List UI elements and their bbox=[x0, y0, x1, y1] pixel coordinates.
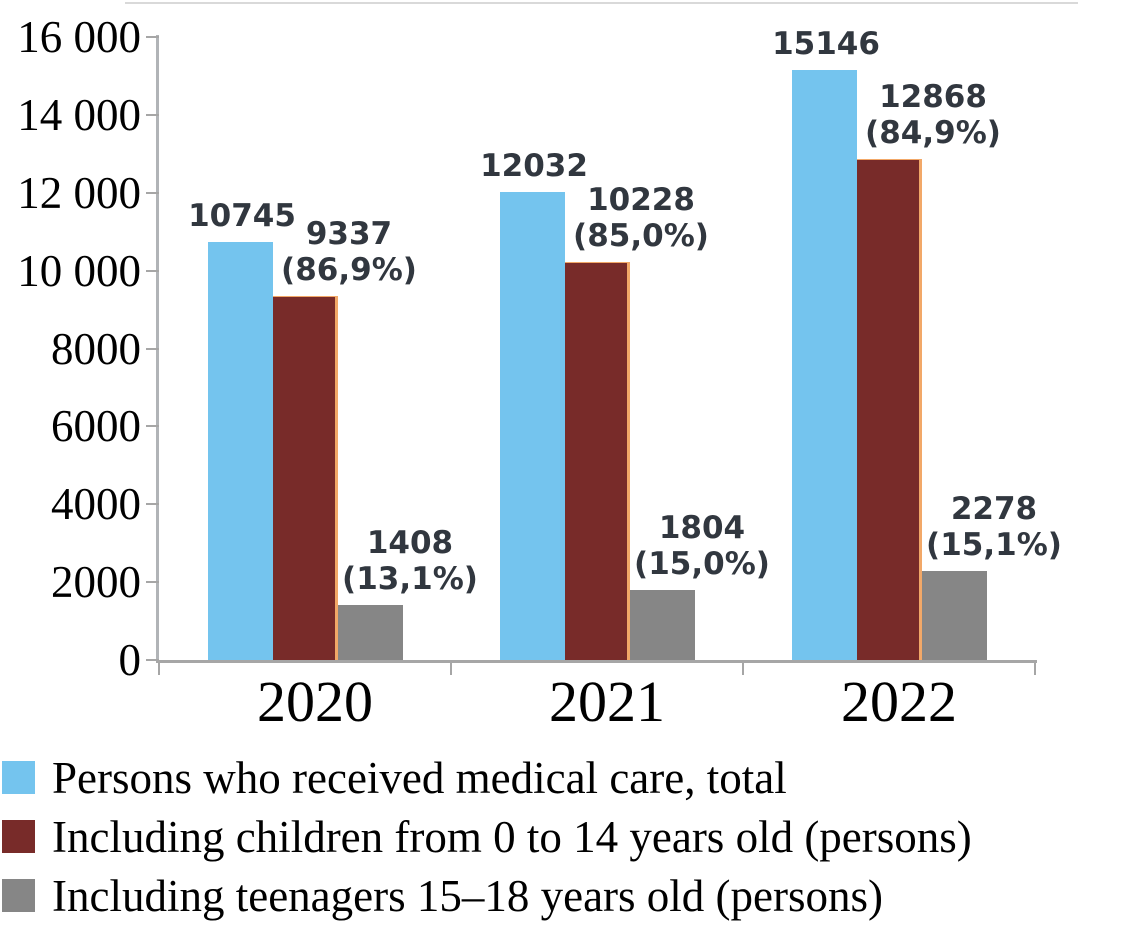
legend-label: Persons who received medical care, total bbox=[52, 752, 787, 803]
bar-series3-2022 bbox=[921, 571, 987, 660]
y-axis-label: 2000 bbox=[51, 557, 141, 608]
bar-series3-2020 bbox=[337, 605, 403, 660]
y-tick bbox=[146, 347, 159, 350]
legend-label: Including teenagers 15–18 years old (per… bbox=[52, 870, 884, 921]
bar-data-label: 12032 bbox=[480, 147, 588, 184]
bar-series3-2021 bbox=[629, 589, 695, 660]
x-axis-label: 2021 bbox=[549, 669, 665, 734]
legend-item-1: Persons who received medical care, total bbox=[2, 748, 972, 807]
legend-item-2: Including children from 0 to 14 years ol… bbox=[2, 807, 972, 866]
y-tick bbox=[146, 425, 159, 428]
legend-label: Including children from 0 to 14 years ol… bbox=[52, 811, 972, 862]
legend-swatch bbox=[2, 820, 35, 853]
y-tick bbox=[146, 36, 159, 38]
x-tick bbox=[450, 660, 452, 675]
bar-data-label: 15146 bbox=[772, 26, 880, 63]
bar-data-label: 12868 (84,9%) bbox=[865, 78, 1001, 151]
x-axis-line bbox=[156, 660, 1037, 663]
y-axis-label: 6000 bbox=[51, 401, 141, 452]
bar-series1-2022 bbox=[791, 70, 857, 660]
legend-swatch bbox=[2, 879, 35, 912]
legend-item-3: Including teenagers 15–18 years old (per… bbox=[2, 866, 972, 925]
x-axis-label: 2022 bbox=[841, 669, 957, 734]
bar-data-label: 10745 bbox=[188, 197, 296, 234]
bar-series1-2020 bbox=[207, 241, 273, 660]
x-tick bbox=[1034, 660, 1036, 675]
bar-data-label: 1804 (15,0%) bbox=[634, 509, 770, 582]
bar-series2-2021 bbox=[564, 261, 630, 660]
y-tick bbox=[146, 269, 159, 272]
plot-top-border bbox=[125, 2, 1078, 4]
legend: Persons who received medical care, total… bbox=[2, 748, 972, 925]
y-axis-label: 16 000 bbox=[17, 12, 141, 62]
y-axis-label: 8000 bbox=[51, 323, 141, 374]
bar-data-label: 2278 (15,1%) bbox=[926, 491, 1062, 564]
legend-swatch bbox=[2, 761, 35, 794]
x-axis-label: 2020 bbox=[257, 669, 373, 734]
bar-data-label: 1408 (13,1%) bbox=[342, 525, 478, 598]
y-axis-label: 4000 bbox=[51, 479, 141, 530]
y-axis-label: 14 000 bbox=[17, 89, 141, 140]
y-axis-label: 10 000 bbox=[17, 245, 141, 296]
y-tick bbox=[146, 659, 159, 661]
x-tick bbox=[158, 660, 160, 675]
y-tick bbox=[146, 191, 159, 194]
y-axis-label: 0 bbox=[118, 635, 142, 685]
bar-data-label: 9337 (86,9%) bbox=[281, 216, 417, 289]
bar-series1-2021 bbox=[499, 191, 565, 660]
y-tick bbox=[146, 503, 159, 506]
y-axis-label: 12 000 bbox=[17, 167, 141, 218]
y-tick bbox=[146, 113, 159, 116]
bar-data-label: 10228 (85,0%) bbox=[573, 181, 709, 254]
x-tick bbox=[742, 660, 744, 675]
y-tick bbox=[146, 581, 159, 584]
bar-series2-2020 bbox=[272, 296, 338, 660]
bar-series2-2022 bbox=[856, 158, 922, 660]
